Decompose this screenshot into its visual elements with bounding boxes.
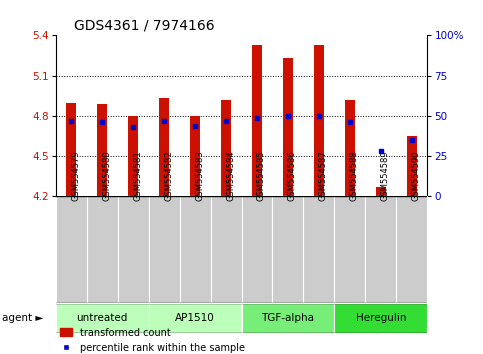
Bar (242, 303, 334, 333)
Text: agent ►: agent ► (2, 313, 44, 323)
Bar (252, 45, 262, 196)
Text: GSM554579: GSM554579 (71, 150, 80, 201)
Text: GSM554584: GSM554584 (226, 150, 235, 201)
Legend: transformed count, percentile rank within the sample: transformed count, percentile rank withi… (60, 328, 245, 353)
Bar (397, 196, 427, 303)
Text: GSM554586: GSM554586 (288, 150, 297, 201)
Bar (128, 116, 139, 196)
Bar (211, 196, 242, 303)
Bar (117, 196, 149, 303)
Text: TGF-alpha: TGF-alpha (261, 313, 314, 323)
Text: GDS4361 / 7974166: GDS4361 / 7974166 (74, 19, 215, 33)
Bar (366, 196, 397, 303)
Bar (97, 104, 107, 196)
Text: GSM554585: GSM554585 (257, 150, 266, 201)
Bar (56, 196, 86, 303)
Bar (221, 100, 231, 196)
Bar (149, 303, 242, 333)
Bar (180, 196, 211, 303)
Bar (158, 98, 170, 196)
Bar (66, 103, 76, 196)
Text: GSM554583: GSM554583 (195, 150, 204, 201)
Text: GSM554588: GSM554588 (350, 150, 359, 201)
Text: GSM554581: GSM554581 (133, 150, 142, 201)
Bar (376, 187, 386, 196)
Bar (334, 303, 427, 333)
Text: GSM554582: GSM554582 (164, 150, 173, 201)
Bar (344, 100, 355, 196)
Text: Heregulin: Heregulin (355, 313, 406, 323)
Bar (272, 196, 303, 303)
Bar (149, 196, 180, 303)
Bar (283, 58, 293, 196)
Bar (334, 196, 366, 303)
Text: GSM554590: GSM554590 (412, 150, 421, 201)
Text: GSM554589: GSM554589 (381, 150, 390, 201)
Bar (242, 196, 272, 303)
Bar (407, 136, 417, 196)
Bar (190, 116, 200, 196)
Bar (313, 45, 325, 196)
Bar (86, 196, 117, 303)
Text: GSM554580: GSM554580 (102, 150, 111, 201)
Text: GSM554587: GSM554587 (319, 150, 328, 201)
Text: AP1510: AP1510 (175, 313, 215, 323)
Bar (56, 303, 149, 333)
Bar (303, 196, 334, 303)
Text: untreated: untreated (76, 313, 128, 323)
